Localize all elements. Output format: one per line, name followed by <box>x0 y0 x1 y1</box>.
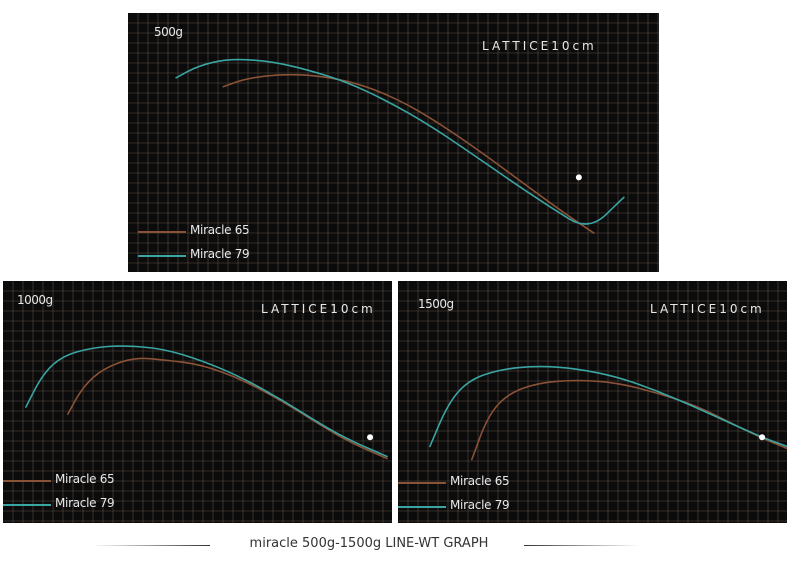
legend-label-miracle-65: Miracle 65 <box>450 474 510 488</box>
weight-label: 500g <box>154 25 183 39</box>
grid-lines <box>3 281 392 523</box>
legend-swatch-miracle-79 <box>3 504 51 506</box>
tip-marker <box>759 434 766 441</box>
tip-marker <box>575 174 582 181</box>
series-line-miracle-79 <box>429 365 787 448</box>
legend-swatch-miracle-65 <box>138 231 186 233</box>
footer-rule-left <box>92 545 210 546</box>
legend-label-miracle-79: Miracle 79 <box>190 247 250 261</box>
lattice-label: LATTICE10cm <box>650 302 765 316</box>
chart-svg-500g <box>128 13 659 272</box>
chart-svg-1500g <box>398 281 787 523</box>
weight-label: 1000g <box>17 293 53 307</box>
chart-svg-1000g <box>3 281 392 523</box>
footer-rule-right <box>524 545 640 546</box>
chart-panel-500g: 500g LATTICE10cm Miracle 65 Miracle 79 <box>128 13 659 272</box>
grid-lines <box>398 281 787 523</box>
grid-lines <box>128 13 659 272</box>
weight-label: 1500g <box>418 297 454 311</box>
legend-swatch-miracle-79 <box>398 506 446 508</box>
series-line-miracle-65 <box>222 73 595 234</box>
footer-caption: miracle 500g-1500g LINE-WT GRAPH <box>0 530 790 560</box>
lattice-label: LATTICE10cm <box>261 302 376 316</box>
chart-panel-1000g: 1000g LATTICE10cm Miracle 65 Miracle 79 <box>3 281 392 523</box>
legend-label-miracle-65: Miracle 65 <box>55 472 115 486</box>
legend-label-miracle-79: Miracle 79 <box>450 498 510 512</box>
legend-swatch-miracle-65 <box>398 482 446 484</box>
legend-label-miracle-65: Miracle 65 <box>190 223 250 237</box>
series-line-miracle-65 <box>67 357 388 460</box>
lattice-label: LATTICE10cm <box>482 39 597 53</box>
footer-title: miracle 500g-1500g LINE-WT GRAPH <box>249 536 489 551</box>
legend-swatch-miracle-65 <box>3 480 51 482</box>
tip-marker <box>367 434 374 441</box>
chart-panel-1500g: 1500g LATTICE10cm Miracle 65 Miracle 79 <box>398 281 787 523</box>
series-line-miracle-65 <box>471 379 787 461</box>
series-line-miracle-79 <box>25 345 388 458</box>
legend-label-miracle-79: Miracle 79 <box>55 496 115 510</box>
series-line-miracle-79 <box>175 58 625 225</box>
legend-swatch-miracle-79 <box>138 255 186 257</box>
